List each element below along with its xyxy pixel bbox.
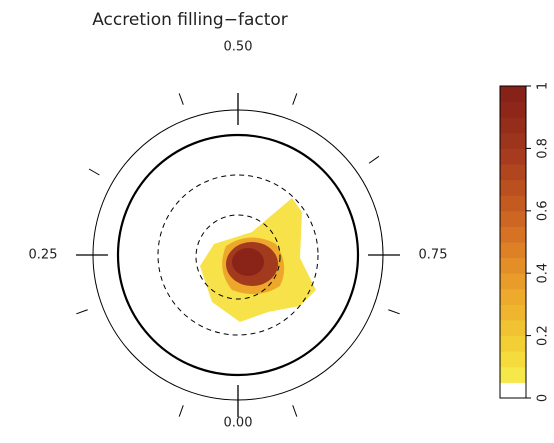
minor-tick — [178, 405, 184, 417]
minor-tick — [388, 309, 400, 315]
colorbar-band — [500, 210, 526, 227]
minor-tick — [368, 155, 380, 164]
colorbar-band — [500, 320, 526, 337]
colorbar-label: 0.6 — [536, 200, 551, 221]
colorbar-band — [500, 132, 526, 149]
colorbar-band — [500, 117, 526, 134]
minor-tick — [178, 93, 184, 105]
colorbar-band — [500, 101, 526, 118]
colorbar-band — [500, 351, 526, 368]
phase-label: 0.75 — [419, 248, 448, 263]
phase-label: 0.00 — [224, 416, 253, 431]
minor-tick — [88, 168, 100, 176]
colorbar-band — [500, 86, 526, 103]
minor-tick — [292, 405, 298, 417]
chart-title: Accretion filling−factor — [92, 10, 288, 30]
colorbar-label: 0 — [536, 394, 551, 402]
equator-circle — [116, 133, 360, 377]
latitude-circle — [157, 174, 319, 336]
colorbar-band — [500, 288, 526, 305]
colorbar-band — [500, 257, 526, 274]
filling-core — [232, 248, 264, 276]
colorbar-frame — [499, 85, 527, 399]
map — [200, 198, 316, 322]
colorbar-band — [500, 148, 526, 165]
latitude-circle — [195, 214, 281, 300]
colorbar-band — [500, 273, 526, 290]
colorbar-label: 0.2 — [536, 325, 551, 346]
colorbar-band — [500, 335, 526, 352]
colorbar-band — [500, 179, 526, 196]
colorbar-label: 0.4 — [536, 263, 551, 284]
phase-label: 0.25 — [29, 248, 58, 263]
colorbar-band — [500, 304, 526, 321]
colorbar-band — [500, 366, 526, 383]
colorbar-band — [500, 195, 526, 212]
colorbar-band — [500, 382, 526, 399]
colorbar-label: 0.8 — [536, 138, 551, 159]
colorbar-band — [500, 242, 526, 259]
minor-tick — [76, 309, 88, 315]
minor-tick — [292, 93, 298, 105]
colorbar-band — [500, 164, 526, 181]
colorbar-band — [500, 226, 526, 243]
colorbar-label: 1 — [536, 82, 551, 90]
phase-label: 0.50 — [224, 40, 253, 55]
